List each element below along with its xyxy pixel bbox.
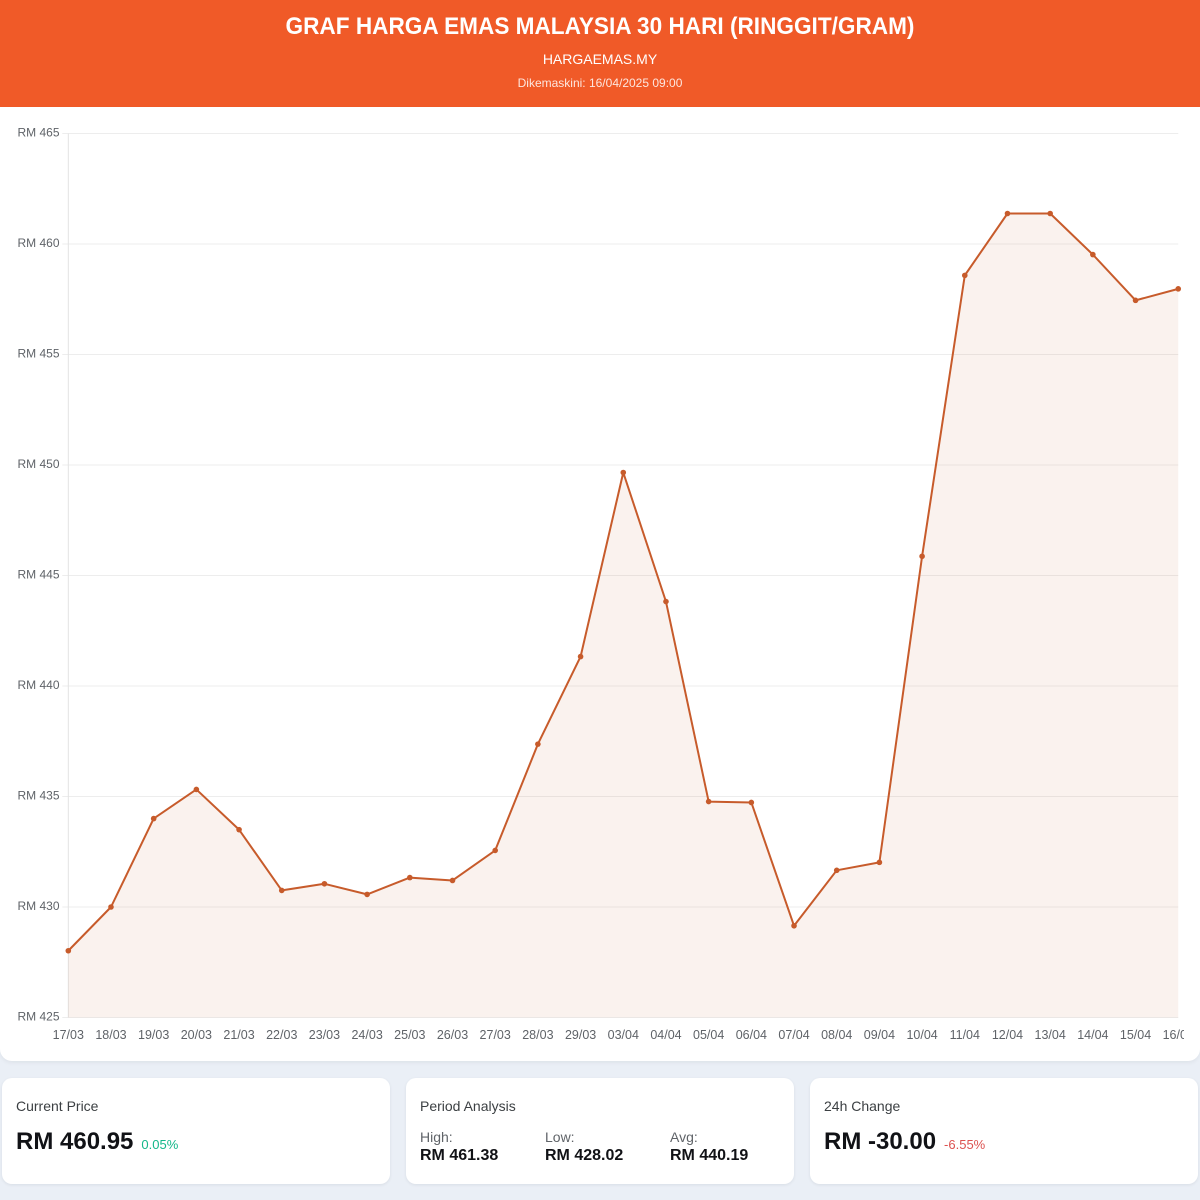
- svg-text:RM 425: RM 425: [17, 1010, 59, 1024]
- svg-text:16/04: 16/04: [1163, 1028, 1184, 1042]
- svg-text:05/04: 05/04: [693, 1028, 724, 1042]
- svg-text:18/03: 18/03: [95, 1028, 126, 1042]
- svg-text:RM 435: RM 435: [17, 789, 59, 803]
- svg-text:04/04: 04/04: [650, 1028, 681, 1042]
- svg-text:28/03: 28/03: [522, 1028, 553, 1042]
- svg-text:RM 450: RM 450: [17, 457, 59, 471]
- svg-text:03/04: 03/04: [608, 1028, 639, 1042]
- svg-text:RM 465: RM 465: [17, 126, 59, 140]
- svg-text:17/03: 17/03: [53, 1028, 84, 1042]
- svg-text:08/04: 08/04: [821, 1028, 852, 1042]
- svg-text:15/04: 15/04: [1120, 1028, 1151, 1042]
- svg-text:12/04: 12/04: [992, 1028, 1023, 1042]
- svg-text:26/03: 26/03: [437, 1028, 468, 1042]
- svg-text:RM 460: RM 460: [17, 236, 59, 250]
- svg-text:21/03: 21/03: [223, 1028, 254, 1042]
- svg-text:20/03: 20/03: [181, 1028, 212, 1042]
- svg-text:23/03: 23/03: [309, 1028, 340, 1042]
- svg-text:RM 445: RM 445: [17, 568, 59, 582]
- svg-text:22/03: 22/03: [266, 1028, 297, 1042]
- svg-text:19/03: 19/03: [138, 1028, 169, 1042]
- svg-text:25/03: 25/03: [394, 1028, 425, 1042]
- svg-text:24/03: 24/03: [351, 1028, 382, 1042]
- svg-text:RM 430: RM 430: [17, 899, 59, 913]
- svg-text:09/04: 09/04: [864, 1028, 895, 1042]
- svg-text:13/04: 13/04: [1035, 1028, 1066, 1042]
- svg-text:10/04: 10/04: [906, 1028, 937, 1042]
- svg-text:14/04: 14/04: [1077, 1028, 1108, 1042]
- svg-text:07/04: 07/04: [778, 1028, 809, 1042]
- svg-text:29/03: 29/03: [565, 1028, 596, 1042]
- svg-text:27/03: 27/03: [480, 1028, 511, 1042]
- svg-text:RM 440: RM 440: [17, 678, 59, 692]
- svg-text:06/04: 06/04: [736, 1028, 767, 1042]
- svg-text:11/04: 11/04: [950, 1028, 980, 1042]
- svg-text:RM 455: RM 455: [17, 347, 59, 361]
